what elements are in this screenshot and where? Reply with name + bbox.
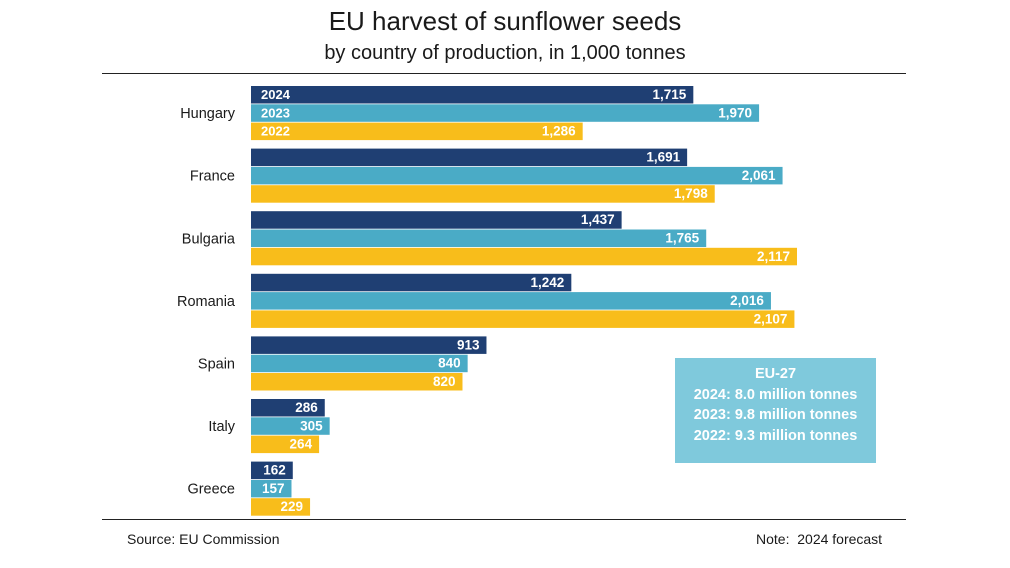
bar-italy-2023: [251, 417, 330, 435]
bar-france-2023: [251, 166, 783, 185]
bar-romania-2023: [251, 292, 771, 310]
summary-line-2023: 2023: 9.8 million tonnes: [693, 407, 858, 423]
bar-bulgaria-2024: [251, 211, 622, 229]
bar-greece-2023: [251, 479, 292, 498]
bar-bulgaria-2022: [251, 247, 797, 266]
value-label-italy-2023: 305: [300, 418, 323, 433]
value-label-bulgaria-2024: 1,437: [581, 212, 615, 227]
value-label-spain-2022: 820: [433, 374, 456, 389]
value-label-hungary-2023: 1,970: [718, 105, 752, 120]
bottom-divider: [102, 519, 906, 520]
chart-subtitle: by country of production, in 1,000 tonne…: [324, 42, 686, 64]
value-label-bulgaria-2022: 2,117: [757, 249, 790, 264]
eu27-summary-box: EU-27 2024: 8.0 million tonnes 2023: 9.8…: [675, 358, 876, 463]
bar-greece-2024: [251, 461, 293, 480]
bar-hungary-2023: [251, 104, 760, 122]
category-label-france: France: [190, 169, 235, 185]
value-label-hungary-2022: 1,286: [542, 124, 576, 139]
value-label-france-2024: 1,691: [646, 150, 680, 165]
value-label-hungary-2024: 1,715: [653, 87, 687, 102]
value-label-greece-2024: 162: [263, 463, 286, 478]
value-label-greece-2022: 229: [281, 499, 304, 514]
bar-italy-2024: [251, 399, 325, 417]
value-label-france-2023: 2,061: [742, 168, 776, 183]
bar-bulgaria-2023: [251, 229, 707, 247]
category-label-italy: Italy: [208, 419, 235, 435]
category-label-bulgaria: Bulgaria: [182, 231, 236, 247]
category-label-romania: Romania: [177, 294, 236, 310]
value-label-italy-2024: 286: [295, 400, 318, 415]
value-label-spain-2023: 840: [438, 356, 461, 371]
bar-spain-2022: [251, 373, 463, 391]
value-label-romania-2022: 2,107: [754, 311, 788, 326]
value-label-france-2022: 1,798: [674, 186, 708, 201]
bar-hungary-2022: [251, 122, 583, 141]
bar-romania-2022: [251, 310, 795, 328]
value-label-greece-2023: 157: [262, 481, 285, 496]
value-label-spain-2024: 913: [457, 337, 480, 352]
chart-title: EU harvest of sunflower seeds: [328, 6, 682, 36]
bar-italy-2022: [251, 435, 320, 454]
category-label-spain: Spain: [198, 356, 235, 372]
summary-title: EU-27: [754, 366, 797, 382]
top-divider: [102, 73, 906, 74]
bar-spain-2024: [251, 336, 487, 354]
summary-line-2022: 2022: 9.3 million tonnes: [693, 427, 858, 444]
summary-line-2024: 2024: 8.0 million tonnes: [693, 386, 858, 403]
value-label-bulgaria-2023: 1,765: [665, 231, 699, 246]
bar-greece-2022: [251, 498, 311, 516]
category-label-hungary: Hungary: [180, 106, 236, 122]
legend-label-2023: 2023: [261, 105, 290, 120]
bar-spain-2023: [251, 354, 468, 373]
legend-label-2022: 2022: [261, 124, 290, 139]
forecast-note: Note: 2024 forecast: [756, 531, 883, 547]
legend-label-2024: 2024: [261, 87, 291, 102]
bar-france-2024: [251, 148, 688, 167]
bar-romania-2024: [251, 273, 572, 292]
source-note: Source: EU Commission: [127, 531, 280, 547]
value-label-romania-2023: 2,016: [730, 293, 764, 308]
value-label-italy-2022: 264: [290, 437, 313, 452]
bar-hungary-2024: [251, 86, 694, 104]
bar-france-2022: [251, 185, 715, 203]
category-label-greece: Greece: [187, 482, 235, 498]
value-label-romania-2024: 1,242: [531, 275, 565, 290]
